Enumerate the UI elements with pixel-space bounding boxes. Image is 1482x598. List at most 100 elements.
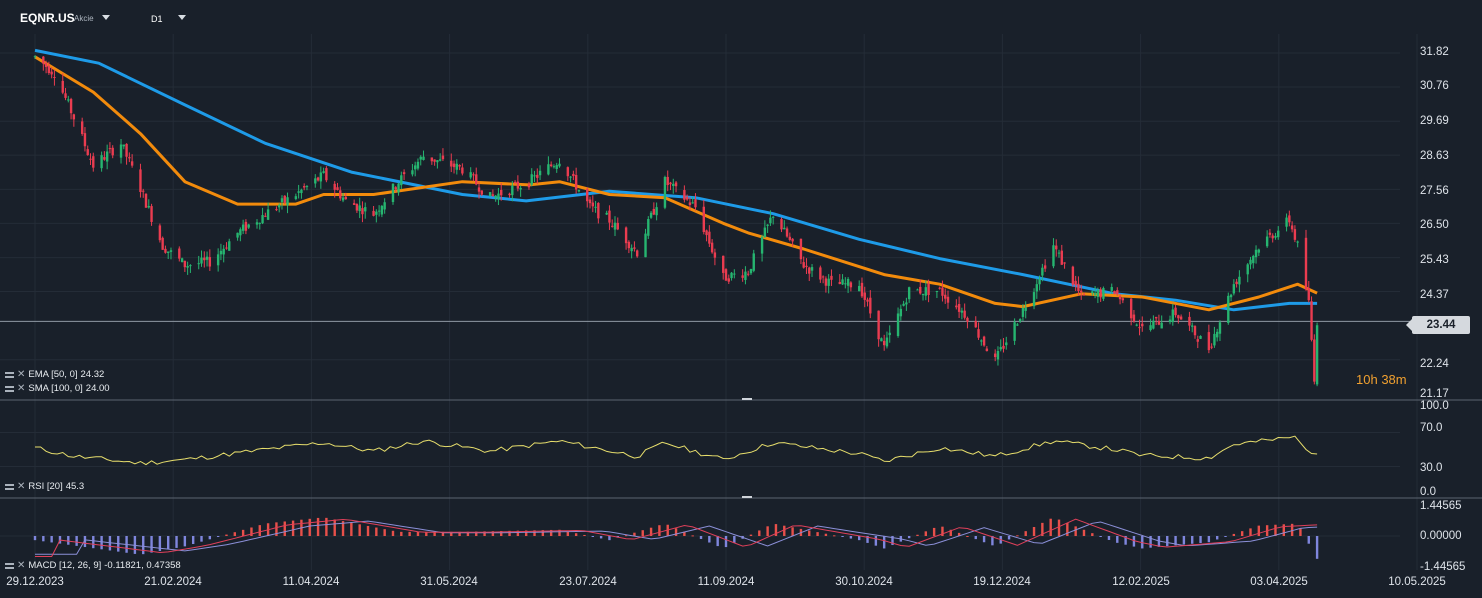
candle-body xyxy=(247,224,250,228)
candle-body xyxy=(225,247,228,249)
candle-body xyxy=(383,202,386,210)
rsi-axis-label: 30.0 xyxy=(1420,462,1443,474)
candle-body xyxy=(361,208,364,215)
candle-body xyxy=(555,165,558,169)
timeframe-dropdown-icon[interactable] xyxy=(178,15,186,20)
symbol-dropdown-icon[interactable] xyxy=(102,15,110,20)
macd-histogram-bar xyxy=(250,527,253,536)
candle-body xyxy=(1274,235,1277,238)
symbol-name[interactable]: EQNR.US xyxy=(20,11,75,25)
menu-icon[interactable] xyxy=(5,484,14,490)
candle-body xyxy=(569,176,572,178)
candle-body xyxy=(957,303,961,312)
candle-body xyxy=(1288,215,1291,223)
macd-histogram-bar xyxy=(333,519,336,536)
candle-body xyxy=(1052,245,1055,267)
macd-histogram-bar xyxy=(500,531,503,536)
macd-histogram-bar xyxy=(858,536,861,541)
macd-histogram-bar xyxy=(83,536,87,548)
macd-histogram-bar xyxy=(400,531,403,536)
candle-body xyxy=(588,199,592,204)
candle-body xyxy=(1268,232,1272,235)
countdown-hours: 10h xyxy=(1356,372,1378,387)
candle-body xyxy=(125,143,128,157)
macd-histogram-bar xyxy=(1099,536,1102,537)
candle-body xyxy=(1038,279,1041,285)
macd-histogram-bar xyxy=(483,531,486,536)
candle-body xyxy=(1129,298,1133,319)
current-price-tag: 23.44 xyxy=(1406,316,1470,334)
candle-body xyxy=(208,257,212,267)
menu-icon[interactable] xyxy=(5,563,14,569)
macd-histogram-bar xyxy=(100,536,103,550)
macd-histogram-bar xyxy=(574,533,578,536)
candle-body xyxy=(597,202,600,219)
candle-body xyxy=(1249,259,1252,265)
candle-body xyxy=(1041,267,1044,276)
candle-body xyxy=(72,114,76,120)
candle-body xyxy=(53,76,56,78)
macd-histogram-bar xyxy=(366,525,370,536)
macd-histogram-bar xyxy=(258,525,261,536)
candle-body xyxy=(1210,346,1213,348)
candle-body xyxy=(694,199,697,208)
candle-body xyxy=(286,197,289,206)
menu-icon[interactable] xyxy=(5,386,14,392)
candle-body xyxy=(180,258,184,262)
candle-body xyxy=(1290,225,1294,230)
macd-histogram-bar xyxy=(1091,533,1094,536)
timeframe-selector[interactable]: D1 xyxy=(151,14,163,24)
candle-body xyxy=(727,278,730,282)
candle-body xyxy=(741,275,744,278)
macd-histogram xyxy=(33,517,1319,559)
menu-icon[interactable] xyxy=(5,372,14,378)
macd-histogram-bar xyxy=(1274,524,1277,536)
candle-body xyxy=(275,209,278,211)
candle-body xyxy=(558,163,561,167)
macd-histogram-bar xyxy=(183,536,187,547)
candle-countdown: 10h 38m xyxy=(1356,372,1407,387)
candle-body xyxy=(142,190,145,192)
candle-body xyxy=(1016,324,1019,326)
candle-body xyxy=(644,233,647,258)
close-icon[interactable]: ✕ xyxy=(17,480,26,492)
candle-body xyxy=(905,302,908,305)
candle-body xyxy=(705,230,708,236)
candle-body xyxy=(530,174,533,185)
candle-body xyxy=(1277,230,1280,238)
candle-body xyxy=(877,310,880,340)
candle-body xyxy=(103,157,106,160)
candle-body xyxy=(80,121,84,134)
candle-body xyxy=(1313,339,1316,382)
price-axis-label: 22.24 xyxy=(1420,358,1449,370)
candle-body xyxy=(375,211,378,215)
macd-histogram-bar xyxy=(1299,528,1302,536)
candle-body xyxy=(516,181,520,189)
macd-histogram-bar xyxy=(50,536,53,543)
candle-body xyxy=(352,203,356,205)
macd-histogram-bar xyxy=(425,531,428,536)
macd-histogram-bar xyxy=(599,536,603,539)
countdown-minutes: 38m xyxy=(1381,372,1407,387)
price-axis-label: 27.56 xyxy=(1420,185,1449,197)
candle-body xyxy=(533,175,536,177)
candle-body xyxy=(946,296,950,303)
close-icon[interactable]: ✕ xyxy=(17,368,26,380)
candle-body xyxy=(863,292,866,300)
candle-body xyxy=(497,193,500,200)
candle-body xyxy=(1265,236,1269,247)
candle-body xyxy=(1071,266,1075,285)
candle-body xyxy=(880,338,883,342)
candle-body xyxy=(749,268,753,274)
candle-body xyxy=(261,215,264,224)
candle-body xyxy=(122,144,126,147)
candle-body xyxy=(1110,287,1113,291)
macd-histogram-bar xyxy=(1066,522,1069,536)
macd-histogram-bar xyxy=(791,527,794,536)
candle-body xyxy=(702,206,705,233)
close-icon[interactable]: ✕ xyxy=(17,382,26,394)
close-icon[interactable]: ✕ xyxy=(17,559,26,571)
candle-body xyxy=(491,194,495,196)
macd-histogram-bar xyxy=(1182,536,1186,545)
